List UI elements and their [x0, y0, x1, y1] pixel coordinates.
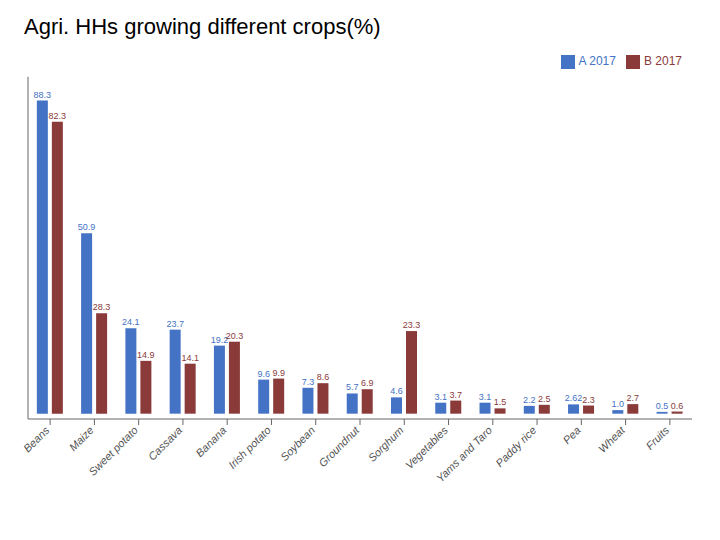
html-text:Agri. HHs growing different cr: Agri. HHs growing different crops(%) [24, 14, 381, 39]
svg-text:Soybean: Soybean [278, 424, 317, 463]
svg-text:14.1: 14.1 [181, 353, 199, 363]
svg-text:2.3: 2.3 [582, 395, 595, 405]
svg-text:2.7: 2.7 [627, 393, 640, 403]
svg-text:9.9: 9.9 [272, 368, 285, 378]
svg-text:4.6: 4.6 [390, 386, 403, 396]
svg-text:88.3: 88.3 [34, 90, 52, 100]
svg-text:Cassava: Cassava [146, 424, 185, 463]
svg-text:Wheat: Wheat [596, 423, 628, 455]
svg-text:2.5: 2.5 [538, 394, 551, 404]
svg-text:0.6: 0.6 [671, 401, 684, 411]
svg-text:50.9: 50.9 [78, 222, 96, 232]
svg-text:23.7: 23.7 [166, 319, 184, 329]
svg-text:3.7: 3.7 [449, 390, 462, 400]
svg-text:23.3: 23.3 [403, 320, 421, 330]
html-text:B 2017: B 2017 [644, 54, 682, 68]
html-text:A 2017: A 2017 [578, 54, 616, 68]
svg-text:14.9: 14.9 [137, 350, 155, 360]
svg-text:28.3: 28.3 [93, 302, 111, 312]
svg-text:Vegetables: Vegetables [403, 424, 450, 471]
svg-text:7.3: 7.3 [302, 377, 315, 387]
svg-text:9.6: 9.6 [257, 369, 270, 379]
svg-text:Banana: Banana [193, 424, 228, 459]
svg-text:6.9: 6.9 [361, 378, 374, 388]
svg-text:2.62: 2.62 [565, 393, 583, 403]
svg-text:Irish potato: Irish potato [226, 424, 273, 471]
svg-text:Maize: Maize [67, 424, 96, 453]
svg-text:20.3: 20.3 [226, 331, 244, 341]
svg-text:Pea: Pea [560, 424, 582, 446]
svg-text:Sweet potato: Sweet potato [86, 424, 140, 478]
svg-text:3.1: 3.1 [434, 392, 447, 402]
svg-text:82.3: 82.3 [49, 111, 67, 121]
svg-text:0.5: 0.5 [656, 401, 669, 411]
svg-text:Sorghum: Sorghum [366, 424, 406, 464]
svg-text:Paddy rice: Paddy rice [493, 424, 538, 469]
svg-text:8.6: 8.6 [317, 372, 330, 382]
svg-text:Yams and Taro: Yams and Taro [434, 424, 494, 484]
svg-text:Fruits: Fruits [643, 424, 671, 452]
svg-text:19.2: 19.2 [210, 334, 229, 345]
svg-text:5.7: 5.7 [346, 382, 359, 392]
svg-text:3.1: 3.1 [479, 392, 492, 402]
svg-text:1.0: 1.0 [612, 399, 625, 409]
svg-text:1.5: 1.5 [494, 397, 507, 407]
svg-text:Groundnut: Groundnut [316, 423, 362, 469]
svg-text:24.1: 24.1 [122, 317, 140, 327]
svg-text:2.2: 2.2 [523, 395, 536, 405]
svg-text:Beans: Beans [21, 424, 52, 455]
